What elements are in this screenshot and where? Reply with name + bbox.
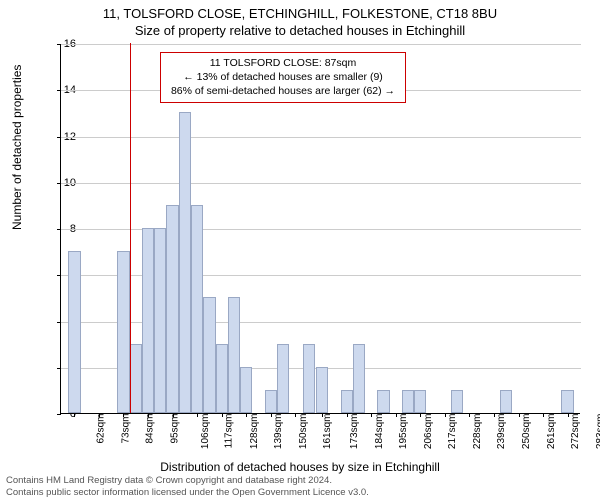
info-line-2: ← 13% of detached houses are smaller (9) bbox=[167, 70, 399, 84]
x-tick-label: 239sqm bbox=[496, 414, 507, 450]
title-subtitle: Size of property relative to detached ho… bbox=[0, 21, 600, 42]
x-tick-mark bbox=[271, 413, 272, 417]
x-tick-mark bbox=[322, 413, 323, 417]
histogram-bar bbox=[353, 344, 365, 413]
gridline bbox=[61, 183, 581, 184]
histogram-bar bbox=[191, 205, 203, 413]
x-tick-label: 128sqm bbox=[249, 414, 260, 450]
x-tick-label: 206sqm bbox=[423, 414, 434, 450]
histogram-bar bbox=[451, 390, 463, 413]
histogram-bar bbox=[179, 112, 191, 413]
histogram-chart: 62sqm73sqm84sqm95sqm106sqm117sqm128sqm13… bbox=[60, 44, 580, 414]
histogram-bar bbox=[216, 344, 228, 413]
x-tick-label: 161sqm bbox=[322, 414, 333, 450]
footer-line-1: Contains HM Land Registry data © Crown c… bbox=[6, 475, 369, 486]
x-tick-mark bbox=[246, 413, 247, 417]
x-tick-mark bbox=[347, 413, 348, 417]
x-tick-label: 195sqm bbox=[398, 414, 409, 450]
x-tick-mark bbox=[543, 413, 544, 417]
x-tick-mark bbox=[295, 413, 296, 417]
x-tick-mark bbox=[420, 413, 421, 417]
x-tick-label: 150sqm bbox=[298, 414, 309, 450]
x-tick-mark bbox=[445, 413, 446, 417]
histogram-bar bbox=[228, 297, 240, 413]
info-line-1: 11 TOLSFORD CLOSE: 87sqm bbox=[167, 56, 399, 70]
x-tick-label: 173sqm bbox=[349, 414, 360, 450]
reference-vline bbox=[130, 43, 131, 413]
x-tick-mark bbox=[99, 413, 100, 417]
histogram-bar bbox=[117, 251, 129, 413]
x-tick-mark bbox=[123, 413, 124, 417]
x-tick-mark bbox=[222, 413, 223, 417]
histogram-bar bbox=[316, 367, 328, 413]
footer-attribution: Contains HM Land Registry data © Crown c… bbox=[6, 475, 369, 498]
histogram-bar bbox=[414, 390, 426, 413]
gridline bbox=[61, 322, 581, 323]
x-tick-label: 117sqm bbox=[223, 414, 234, 449]
histogram-bar bbox=[166, 205, 178, 413]
gridline bbox=[61, 229, 581, 230]
x-tick-mark bbox=[568, 413, 569, 417]
info-box: 11 TOLSFORD CLOSE: 87sqm ← 13% of detach… bbox=[160, 52, 406, 103]
histogram-bar bbox=[142, 228, 154, 413]
histogram-bar bbox=[500, 390, 512, 413]
histogram-bar bbox=[303, 344, 315, 413]
x-tick-label: 250sqm bbox=[521, 414, 532, 450]
x-tick-mark bbox=[148, 413, 149, 417]
x-tick-label: 84sqm bbox=[145, 414, 156, 444]
histogram-bar bbox=[265, 390, 277, 413]
histogram-bar bbox=[154, 228, 166, 413]
x-tick-label: 228sqm bbox=[472, 414, 483, 450]
info-line-3: 86% of semi-detached houses are larger (… bbox=[167, 84, 399, 98]
histogram-bar bbox=[402, 390, 414, 413]
histogram-bar bbox=[277, 344, 289, 413]
gridline bbox=[61, 275, 581, 276]
x-tick-label: 73sqm bbox=[120, 414, 131, 444]
x-tick-mark bbox=[197, 413, 198, 417]
x-tick-mark bbox=[469, 413, 470, 417]
x-tick-mark bbox=[494, 413, 495, 417]
x-tick-mark bbox=[396, 413, 397, 417]
x-tick-mark bbox=[173, 413, 174, 417]
footer-line-2: Contains public sector information licen… bbox=[6, 487, 369, 498]
gridline bbox=[61, 44, 581, 45]
x-axis-label: Distribution of detached houses by size … bbox=[0, 460, 600, 474]
histogram-bar bbox=[203, 297, 215, 413]
histogram-bar bbox=[130, 344, 142, 413]
x-tick-label: 62sqm bbox=[96, 414, 107, 444]
x-tick-label: 106sqm bbox=[200, 414, 211, 450]
x-tick-label: 217sqm bbox=[447, 414, 458, 450]
gridline bbox=[61, 137, 581, 138]
x-tick-label: 184sqm bbox=[374, 414, 385, 450]
histogram-bar bbox=[68, 251, 80, 413]
x-tick-label: 283sqm bbox=[595, 414, 600, 450]
y-axis-label: Number of detached properties bbox=[10, 65, 24, 230]
x-tick-label: 95sqm bbox=[170, 414, 181, 444]
histogram-bar bbox=[240, 367, 252, 413]
x-tick-label: 272sqm bbox=[570, 414, 581, 450]
x-tick-mark bbox=[371, 413, 372, 417]
histogram-bar bbox=[561, 390, 573, 413]
histogram-bar bbox=[341, 390, 353, 413]
title-address: 11, TOLSFORD CLOSE, ETCHINGHILL, FOLKEST… bbox=[0, 0, 600, 21]
x-tick-label: 261sqm bbox=[546, 414, 557, 450]
x-tick-mark bbox=[519, 413, 520, 417]
x-tick-label: 139sqm bbox=[273, 414, 284, 450]
histogram-bar bbox=[377, 390, 389, 413]
